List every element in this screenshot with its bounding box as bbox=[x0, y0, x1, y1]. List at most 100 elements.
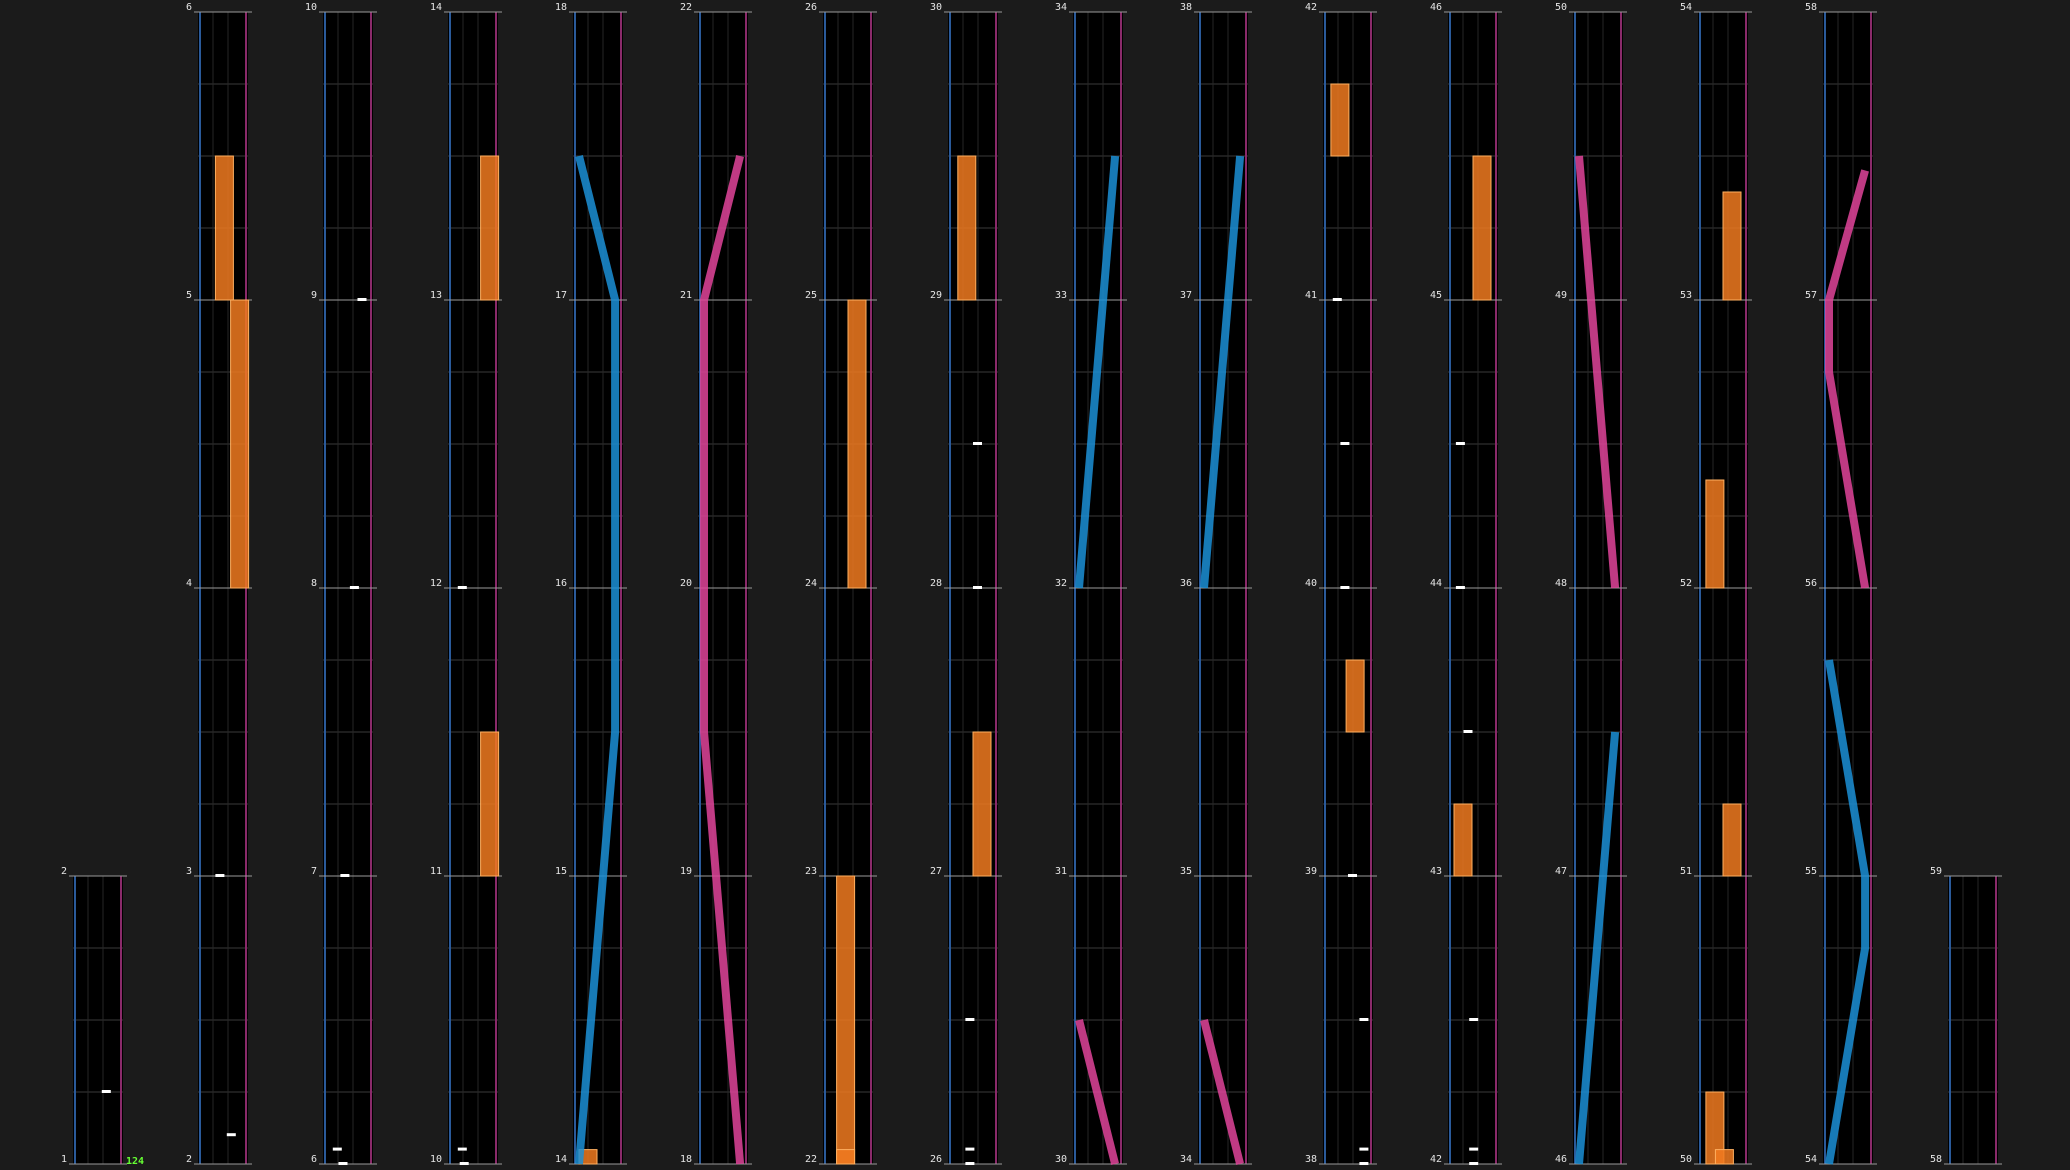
measure-number: 34 bbox=[1180, 1154, 1192, 1165]
slide-right bbox=[1575, 155, 1620, 589]
hold-note bbox=[1705, 479, 1725, 589]
slide-left bbox=[575, 155, 620, 1165]
hold-note bbox=[836, 875, 856, 1165]
hold-note bbox=[847, 299, 867, 589]
tap-note bbox=[1359, 1162, 1369, 1165]
measure-number: 30 bbox=[930, 2, 942, 13]
measure-number: 54 bbox=[1680, 2, 1692, 13]
measure-number: 25 bbox=[805, 290, 817, 301]
tap-note bbox=[965, 1018, 975, 1021]
slide-left bbox=[1200, 155, 1245, 589]
tap-note bbox=[1340, 586, 1350, 589]
measure-number: 14 bbox=[555, 1154, 567, 1165]
measure-number: 46 bbox=[1430, 2, 1442, 13]
tap-note bbox=[1340, 442, 1350, 445]
measure-number: 37 bbox=[1180, 290, 1192, 301]
bpm-label: 124 bbox=[126, 1156, 144, 1167]
tap-note bbox=[973, 442, 982, 445]
measure-number: 58 bbox=[1930, 1154, 1942, 1165]
measure-number: 9 bbox=[311, 290, 317, 301]
measure-number: 34 bbox=[1055, 2, 1067, 13]
measure-number: 40 bbox=[1305, 578, 1317, 589]
tap-note bbox=[101, 1090, 111, 1093]
tap-note bbox=[215, 874, 225, 877]
measure-number: 58 bbox=[1805, 2, 1817, 13]
measure-number: 24 bbox=[805, 578, 817, 589]
tap-note bbox=[1469, 1147, 1479, 1151]
hold-note bbox=[214, 155, 234, 301]
tap-note bbox=[457, 1147, 467, 1151]
tap-note bbox=[357, 298, 367, 301]
measure-number: 45 bbox=[1430, 290, 1442, 301]
measure-number: 2 bbox=[61, 866, 67, 877]
tap-note bbox=[332, 1147, 342, 1151]
measure-number: 10 bbox=[305, 2, 317, 13]
tap-note bbox=[965, 1147, 975, 1151]
hold-note bbox=[480, 155, 500, 301]
slide-left bbox=[1575, 731, 1620, 1165]
measure-number: 41 bbox=[1305, 290, 1317, 301]
measure-labels-layer: 1223456678910101112131414151617181819202… bbox=[61, 2, 1942, 1165]
measure-number: 56 bbox=[1805, 578, 1817, 589]
measure-number: 30 bbox=[1055, 1154, 1067, 1165]
hold-note bbox=[1453, 803, 1473, 877]
measure-number: 32 bbox=[1055, 578, 1067, 589]
measure-number: 6 bbox=[186, 2, 192, 13]
slide-right bbox=[1075, 1019, 1119, 1165]
tap-note bbox=[1455, 586, 1465, 589]
measure-number: 21 bbox=[680, 290, 692, 301]
measure-number: 4 bbox=[186, 578, 192, 589]
hold-note bbox=[1714, 1149, 1734, 1165]
notes-layer bbox=[101, 83, 1870, 1165]
tap-note bbox=[1469, 1018, 1479, 1021]
hold-note bbox=[972, 731, 992, 877]
measure-number: 16 bbox=[555, 578, 567, 589]
measure-number: 54 bbox=[1805, 1154, 1817, 1165]
tap-note bbox=[1348, 874, 1357, 877]
measure-number: 12 bbox=[430, 578, 442, 589]
measure-number: 26 bbox=[930, 1154, 942, 1165]
tap-note bbox=[340, 874, 350, 877]
measure-number: 48 bbox=[1555, 578, 1567, 589]
hold-note bbox=[230, 299, 250, 589]
measure-number: 47 bbox=[1555, 866, 1567, 877]
tap-note bbox=[965, 1162, 975, 1165]
measure-number: 50 bbox=[1680, 1154, 1692, 1165]
measure-number: 33 bbox=[1055, 290, 1067, 301]
hold-note bbox=[1472, 155, 1492, 301]
measure-number: 43 bbox=[1430, 866, 1442, 877]
tap-note bbox=[226, 1133, 236, 1137]
measure-number: 55 bbox=[1805, 866, 1817, 877]
measure-number: 49 bbox=[1555, 290, 1567, 301]
measure-number: 15 bbox=[555, 866, 567, 877]
measure-number: 17 bbox=[555, 290, 567, 301]
measure-number: 11 bbox=[430, 866, 442, 877]
measure-number: 18 bbox=[555, 2, 567, 13]
tap-note bbox=[1359, 1018, 1369, 1021]
slide-left bbox=[1075, 155, 1120, 589]
measure-number: 14 bbox=[430, 2, 442, 13]
measure-number: 8 bbox=[311, 578, 317, 589]
measure-number: 23 bbox=[805, 866, 817, 877]
measure-number: 39 bbox=[1305, 866, 1317, 877]
measure-number: 6 bbox=[311, 1154, 317, 1165]
measure-number: 3 bbox=[186, 866, 192, 877]
measure-number: 59 bbox=[1930, 866, 1942, 877]
tap-note bbox=[349, 586, 359, 589]
measure-number: 31 bbox=[1055, 866, 1067, 877]
tap-note bbox=[1469, 1162, 1479, 1165]
measure-number: 29 bbox=[930, 290, 942, 301]
measure-number: 20 bbox=[680, 578, 692, 589]
tap-note bbox=[459, 1162, 469, 1165]
measure-number: 35 bbox=[1180, 866, 1192, 877]
measure-number: 42 bbox=[1305, 2, 1317, 13]
hold-note bbox=[1330, 83, 1350, 157]
measure-number: 51 bbox=[1680, 866, 1692, 877]
measure-number: 27 bbox=[930, 866, 942, 877]
tap-note bbox=[1359, 1147, 1369, 1151]
tap-note bbox=[1455, 442, 1465, 445]
hold-note bbox=[1722, 803, 1742, 877]
measure-number: 52 bbox=[1680, 578, 1692, 589]
measure-number: 57 bbox=[1805, 290, 1817, 301]
